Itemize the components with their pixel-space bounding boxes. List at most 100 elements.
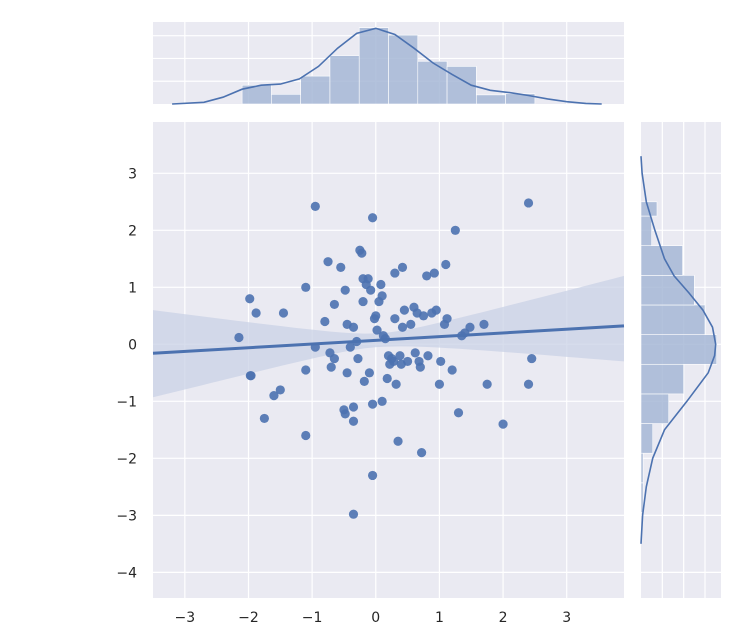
scatter-point <box>348 509 359 519</box>
scatter-point <box>429 268 439 278</box>
scatter-point <box>348 416 359 426</box>
scatter-point <box>301 282 311 292</box>
histogram-bar <box>640 304 706 335</box>
scatter-point <box>310 342 320 352</box>
scatter-point <box>359 376 369 386</box>
scatter-point <box>415 362 425 372</box>
scatter-point <box>399 305 410 315</box>
scatter-point <box>323 257 333 267</box>
scatter-point <box>450 225 460 235</box>
scatter-point <box>278 308 289 318</box>
x-tick-label: 1 <box>435 610 444 626</box>
histogram-bar <box>358 27 389 105</box>
scatter-point <box>367 470 378 481</box>
scatter-point <box>380 334 390 344</box>
scatter-point <box>234 332 244 343</box>
scatter-point <box>353 353 363 364</box>
histogram-bar <box>640 423 654 454</box>
scatter-point <box>393 436 403 446</box>
y-tick-label: −1 <box>116 394 137 410</box>
scatter-point <box>441 259 451 270</box>
scatter-point <box>423 351 433 361</box>
scatter-point <box>523 379 534 389</box>
scatter-point <box>479 319 489 329</box>
scatter-point <box>364 368 375 378</box>
y-tick-label: −4 <box>116 565 137 581</box>
scatter-point <box>367 399 378 409</box>
scatter-point <box>301 365 311 375</box>
histogram-bar <box>271 94 301 105</box>
x-tick-label: 2 <box>499 610 508 626</box>
scatter-point <box>523 198 534 208</box>
scatter-point <box>416 448 427 458</box>
scatter-point <box>418 311 429 321</box>
scatter-point <box>397 262 408 272</box>
y-axis-tick-labels: −4 −3 −2 −1 0 1 2 3 <box>116 166 137 581</box>
scatter-point <box>482 379 492 389</box>
y-tick-label: 2 <box>128 223 137 239</box>
scatter-point <box>366 285 376 295</box>
histogram-bar <box>640 452 644 484</box>
histogram-bar <box>640 215 652 247</box>
y-tick-label: 3 <box>128 166 137 182</box>
scatter-point <box>402 356 413 367</box>
histogram-bar <box>640 334 718 365</box>
scatter-point <box>275 385 285 395</box>
scatter-point <box>436 356 446 367</box>
scatter-point <box>358 296 368 307</box>
scatter-point <box>395 351 405 361</box>
main-panel: −3 −2 −1 0 1 2 3 −4 −3 −2 −1 0 1 2 3 <box>116 122 625 626</box>
y-tick-label: −3 <box>116 508 137 524</box>
scatter-point <box>251 308 261 318</box>
scatter-point <box>442 314 452 324</box>
histogram-bar <box>640 363 684 395</box>
scatter-point <box>406 319 416 329</box>
scatter-point <box>377 396 387 406</box>
histogram-bar <box>417 60 448 105</box>
top-marginal-histogram <box>241 27 536 105</box>
top-marginal-panel <box>153 22 624 105</box>
scatter-point <box>390 268 400 278</box>
scatter-point <box>391 379 401 389</box>
histogram-bar <box>388 34 419 105</box>
scatter-point <box>320 316 330 327</box>
scatter-point <box>410 348 420 358</box>
histogram-bar <box>329 55 360 105</box>
x-tick-label: 0 <box>371 610 380 626</box>
histogram-bar <box>640 393 670 424</box>
histogram-bar <box>640 275 695 306</box>
x-tick-label: 3 <box>562 610 571 626</box>
scatter-point <box>367 213 378 223</box>
scatter-point <box>352 336 362 347</box>
scatter-point <box>363 274 373 284</box>
scatter-point <box>397 322 408 332</box>
x-tick-label: −2 <box>238 610 259 626</box>
scatter-point <box>431 305 441 315</box>
scatter-point <box>498 419 508 429</box>
scatter-point <box>326 362 336 372</box>
y-tick-label: 1 <box>128 280 137 296</box>
scatter-point <box>371 311 381 321</box>
right-marginal-kde-line <box>640 156 717 544</box>
scatter-point <box>447 365 457 375</box>
scatter-point <box>465 322 475 332</box>
scatter-point <box>329 353 339 364</box>
scatter-point <box>376 279 386 290</box>
scatter-point <box>245 294 255 304</box>
y-tick-label: 0 <box>128 337 137 353</box>
scatter-point <box>348 322 359 332</box>
x-axis-tick-labels: −3 −2 −1 0 1 2 3 <box>175 610 572 626</box>
x-tick-label: −1 <box>302 610 323 626</box>
scatter-point <box>388 356 399 367</box>
scatter-point <box>357 248 367 258</box>
histogram-bar <box>300 75 331 105</box>
scatter-point <box>246 371 256 381</box>
histogram-bar <box>476 94 506 105</box>
x-tick-label: −3 <box>175 610 196 626</box>
scatter-point <box>340 409 350 419</box>
scatter-point <box>382 373 392 384</box>
y-tick-label: −2 <box>116 451 137 467</box>
scatter-point <box>269 391 279 401</box>
main-plot-grid <box>153 122 624 598</box>
